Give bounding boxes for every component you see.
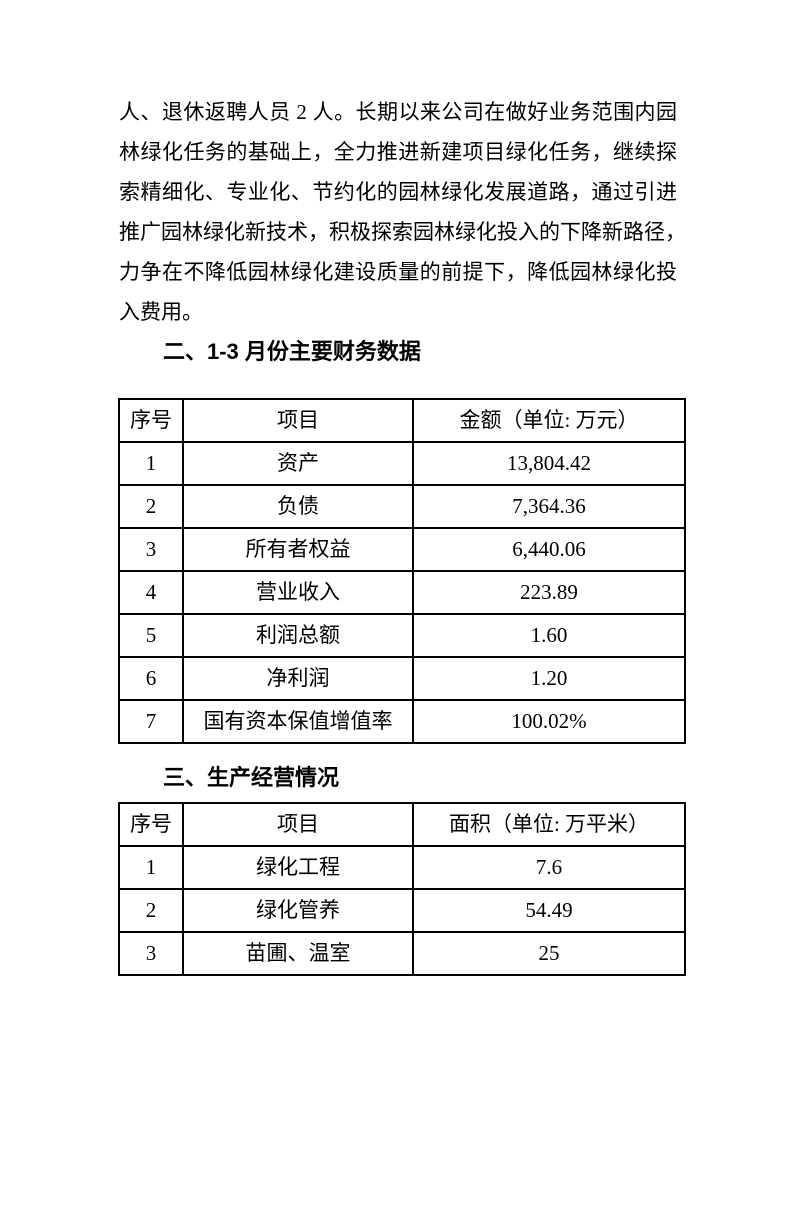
row-no: 3 <box>118 931 184 976</box>
row-no: 5 <box>118 613 184 658</box>
row-no: 7 <box>118 699 184 744</box>
table-row: 3 所有者权益 6,440.06 <box>118 527 686 572</box>
table-header-row: 序号 项目 金额（单位: 万元） <box>118 398 686 443</box>
row-value: 7,364.36 <box>412 484 686 529</box>
row-item: 资产 <box>182 441 414 486</box>
row-value: 100.02% <box>412 699 686 744</box>
row-no: 2 <box>118 484 184 529</box>
table-row: 5 利润总额 1.60 <box>118 613 686 658</box>
row-item: 所有者权益 <box>182 527 414 572</box>
section-2-heading: 二、1-3 月份主要财务数据 <box>163 339 421 364</box>
col-header-no: 序号 <box>118 802 184 847</box>
row-no: 6 <box>118 656 184 701</box>
row-item: 国有资本保值增值率 <box>182 699 414 744</box>
row-no: 1 <box>118 441 184 486</box>
paragraph-line: 林绿化任务的基础上，全力推进新建项目绿化任务，继续探 <box>119 140 677 164</box>
row-no: 3 <box>118 527 184 572</box>
row-no: 4 <box>118 570 184 615</box>
col-header-item: 项目 <box>182 398 414 443</box>
paragraph-line: 索精细化、专业化、节约化的园林绿化发展道路，通过引进 <box>119 180 677 204</box>
table-row: 1 资产 13,804.42 <box>118 441 686 486</box>
col-header-amount: 金额（单位: 万元） <box>412 398 686 443</box>
row-item: 苗圃、温室 <box>182 931 414 976</box>
table-row: 3 苗圃、温室 25 <box>118 931 686 976</box>
row-item: 净利润 <box>182 656 414 701</box>
paragraph-line: 力争在不降低园林绿化建设质量的前提下，降低园林绿化投 <box>119 260 677 284</box>
financial-table: 序号 项目 金额（单位: 万元） 1 资产 13,804.42 2 负债 7,3… <box>118 398 686 744</box>
row-value: 25 <box>412 931 686 976</box>
row-value: 13,804.42 <box>412 441 686 486</box>
col-header-area: 面积（单位: 万平米） <box>412 802 686 847</box>
table-row: 6 净利润 1.20 <box>118 656 686 701</box>
row-value: 6,440.06 <box>412 527 686 572</box>
row-value: 223.89 <box>412 570 686 615</box>
operations-table: 序号 项目 面积（单位: 万平米） 1 绿化工程 7.6 2 绿化管养 54.4… <box>118 802 686 976</box>
col-header-no: 序号 <box>118 398 184 443</box>
table-row: 2 绿化管养 54.49 <box>118 888 686 933</box>
col-header-item: 项目 <box>182 802 414 847</box>
row-no: 1 <box>118 845 184 890</box>
row-item: 绿化工程 <box>182 845 414 890</box>
table-row: 7 国有资本保值增值率 100.02% <box>118 699 686 744</box>
body-paragraph: 人、退休返聘人员 2 人。长期以来公司在做好业务范围内园 林绿化任务的基础上，全… <box>119 92 686 332</box>
paragraph-line: 人、退休返聘人员 2 人。长期以来公司在做好业务范围内园 <box>119 100 677 124</box>
row-item: 营业收入 <box>182 570 414 615</box>
row-value: 7.6 <box>412 845 686 890</box>
section-3-heading: 三、生产经营情况 <box>163 765 340 790</box>
table-row: 1 绿化工程 7.6 <box>118 845 686 890</box>
row-no: 2 <box>118 888 184 933</box>
row-value: 54.49 <box>412 888 686 933</box>
row-item: 利润总额 <box>182 613 414 658</box>
row-value: 1.20 <box>412 656 686 701</box>
table-row: 4 营业收入 223.89 <box>118 570 686 615</box>
row-item: 负债 <box>182 484 414 529</box>
table-header-row: 序号 项目 面积（单位: 万平米） <box>118 802 686 847</box>
row-item: 绿化管养 <box>182 888 414 933</box>
document-page: 人、退休返聘人员 2 人。长期以来公司在做好业务范围内园 林绿化任务的基础上，全… <box>0 92 793 1214</box>
paragraph-line: 推广园林绿化新技术，积极探索园林绿化投入的下降新路径， <box>119 220 686 244</box>
row-value: 1.60 <box>412 613 686 658</box>
table-row: 2 负债 7,364.36 <box>118 484 686 529</box>
paragraph-line: 入费用。 <box>119 300 203 324</box>
